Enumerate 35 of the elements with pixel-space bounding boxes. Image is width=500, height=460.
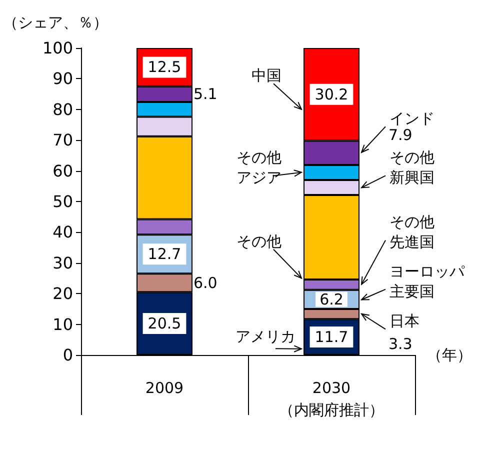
y-tick-label: 90 [52, 69, 73, 88]
y-tick-label: 80 [52, 100, 73, 119]
legend-label: その他 [390, 148, 434, 167]
y-tick-label: 70 [52, 130, 73, 150]
data-label: 12.7 [148, 245, 182, 264]
data-label: 5.1 [194, 85, 218, 104]
y-axis-title: （シェア、％） [3, 14, 108, 32]
y-tick-label: 30 [52, 253, 73, 272]
x-axis-title: （年） [427, 346, 472, 364]
y-tick-label: 0 [62, 346, 73, 364]
data-label: 7.9 [388, 126, 412, 144]
x-tick-label: 2030 （内閣府推計） [279, 379, 384, 419]
data-label: 11.7 [314, 328, 348, 346]
data-label: 20.5 [148, 314, 182, 333]
y-tick-label: 50 [52, 192, 73, 211]
series-label: アメリカ [236, 328, 296, 346]
y-tick-label: 20 [52, 284, 73, 304]
data-label: 6.0 [194, 274, 218, 292]
text: その他 [236, 232, 282, 250]
data-label: 6.2 [320, 290, 344, 308]
series-label: 中国 [252, 66, 282, 85]
legend-label: 日本 [390, 312, 420, 330]
y-tick-label: 40 [52, 222, 73, 242]
legend-label: ヨーロッパ主要国 [390, 262, 466, 300]
text: 新興国 [390, 168, 434, 187]
data-label: 3.3 [388, 335, 412, 354]
y-tick-label: 10 [52, 314, 73, 334]
series-label: その他アジア [236, 148, 282, 187]
text: インド [390, 110, 434, 128]
text: その他先進国 [390, 213, 434, 252]
y-tick-label: 100 [42, 38, 73, 58]
data-label: 12.5 [148, 58, 182, 76]
y-tick-label: 60 [52, 161, 73, 180]
data-label: 30.2 [314, 85, 348, 104]
x-tick-label: 2009 [145, 379, 184, 397]
